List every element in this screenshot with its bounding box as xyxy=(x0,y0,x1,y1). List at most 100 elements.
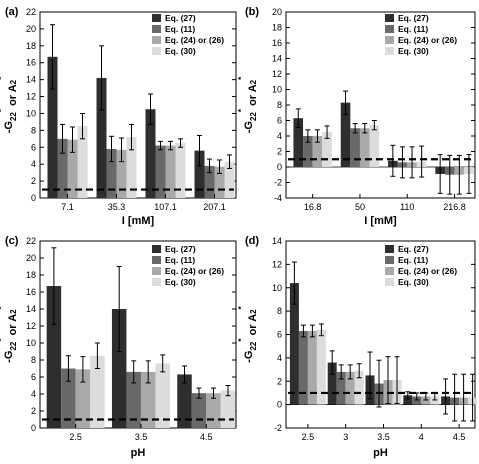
y-tick-label: 22 xyxy=(26,7,36,17)
y-tick-label: 16 xyxy=(26,287,36,297)
y-tick-label: 6 xyxy=(31,372,36,382)
bar xyxy=(126,137,137,198)
bar xyxy=(350,128,360,167)
bar xyxy=(116,149,127,198)
y-tick-label: 0 xyxy=(277,162,282,172)
x-tick-label: 107.1 xyxy=(154,202,177,212)
y-tick-label: 10 xyxy=(272,283,282,293)
bar xyxy=(106,148,117,198)
bar xyxy=(77,126,88,198)
y-tick-label: 22 xyxy=(26,236,36,246)
bar xyxy=(403,395,413,405)
y-tick-label: 10 xyxy=(272,85,282,95)
x-tick-label: 216.8 xyxy=(443,202,466,212)
legend-label: Eq. (27) xyxy=(398,244,429,254)
y-tick-label: 20 xyxy=(26,24,36,34)
legend-swatch xyxy=(152,256,161,264)
x-tick-label: 207.1 xyxy=(203,202,226,212)
y-tick-label: 6 xyxy=(31,142,36,152)
y-tick-label: 6 xyxy=(277,116,282,126)
y-tick-label: 0 xyxy=(31,193,36,203)
y-tick-label: 10 xyxy=(26,338,36,348)
bar xyxy=(316,329,326,405)
y-tick-label: 4 xyxy=(31,159,36,169)
panel-label: (d) xyxy=(245,235,259,247)
x-tick-label: 4 xyxy=(419,432,424,442)
legend-swatch xyxy=(385,25,394,33)
bar xyxy=(165,145,176,198)
bar xyxy=(345,371,355,405)
legend-label: Eq. (24) or (26) xyxy=(398,266,457,276)
bar xyxy=(430,396,440,405)
bar xyxy=(204,165,215,198)
x-axis-label: pH xyxy=(131,447,146,459)
bar xyxy=(327,362,337,405)
x-axis-label: pH xyxy=(373,447,388,459)
x-tick-label: 16.8 xyxy=(304,202,322,212)
bar xyxy=(303,136,313,167)
bar xyxy=(307,330,317,405)
legend-swatch xyxy=(385,256,394,264)
bar xyxy=(354,370,364,405)
y-tick-label: 8 xyxy=(31,355,36,365)
bar xyxy=(111,309,127,428)
bar xyxy=(175,143,186,198)
legend-label: Eq. (30) xyxy=(165,46,196,56)
y-tick-label: 12 xyxy=(26,321,36,331)
bar xyxy=(46,286,62,428)
y-tick-label: 0 xyxy=(31,423,36,433)
x-tick-label: 50 xyxy=(355,202,365,212)
bar xyxy=(90,355,105,428)
y-tick-label: 2 xyxy=(277,376,282,386)
x-tick-label: 3.5 xyxy=(135,432,148,442)
y-tick-label: -4 xyxy=(274,193,282,203)
y-tick-label: -2 xyxy=(274,423,282,433)
legend-swatch xyxy=(385,36,394,44)
legend-swatch xyxy=(152,47,161,55)
y-tick-label: 8 xyxy=(31,125,36,135)
y-tick-label: 14 xyxy=(272,54,282,64)
y-tick-label: 14 xyxy=(272,236,282,246)
x-tick-label: 2.5 xyxy=(69,432,82,442)
y-tick-label: 4 xyxy=(277,131,282,141)
y-tick-label: 2 xyxy=(31,176,36,186)
bar xyxy=(155,363,170,428)
y-tick-label: 14 xyxy=(26,75,36,85)
y-tick-label: 20 xyxy=(272,7,282,17)
bar xyxy=(126,371,141,428)
legend-label: Eq. (24) or (26) xyxy=(398,35,457,45)
bar xyxy=(145,109,156,198)
legend-swatch xyxy=(152,25,161,33)
y-tick-label: 16 xyxy=(26,58,36,68)
y-tick-label: 2 xyxy=(277,147,282,157)
bar xyxy=(336,371,346,405)
bar xyxy=(67,139,78,198)
panel-label: (b) xyxy=(245,6,259,18)
y-tick-label: 10 xyxy=(26,108,36,118)
y-axis-label: -G22* or A2* xyxy=(0,76,19,133)
bar xyxy=(322,132,332,167)
bar xyxy=(177,374,192,428)
bar xyxy=(298,330,308,405)
x-tick-label: 3 xyxy=(343,432,348,442)
bar xyxy=(140,371,156,428)
y-tick-label: 18 xyxy=(272,23,282,33)
legend-swatch xyxy=(385,47,394,55)
x-tick-label: 4.5 xyxy=(453,432,466,442)
y-tick-label: 8 xyxy=(277,306,282,316)
legend-swatch xyxy=(385,267,394,275)
legend-label: Eq. (24) or (26) xyxy=(165,35,224,45)
legend-label: Eq. (11) xyxy=(165,255,195,265)
y-tick-label: 12 xyxy=(26,92,36,102)
panel-label: (a) xyxy=(5,6,19,18)
legend-label: Eq. (27) xyxy=(165,244,196,254)
bar xyxy=(96,77,107,198)
bar xyxy=(340,102,351,167)
x-tick-label: 7.1 xyxy=(61,202,74,212)
bar xyxy=(194,150,205,198)
y-axis-label: -G22* or A2* xyxy=(237,76,259,133)
y-tick-label: 18 xyxy=(26,41,36,51)
bar xyxy=(289,283,299,405)
bar xyxy=(57,138,68,198)
